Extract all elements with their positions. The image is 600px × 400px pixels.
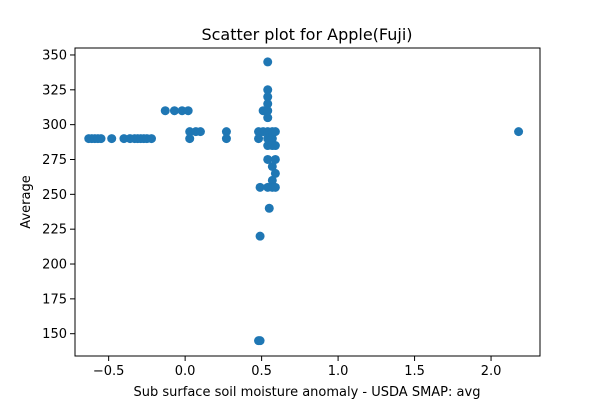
data-point bbox=[146, 134, 156, 144]
data-point bbox=[270, 182, 280, 192]
data-point bbox=[183, 106, 193, 116]
x-tick-label: 0.5 bbox=[251, 364, 272, 379]
x-tick-label: 1.0 bbox=[328, 364, 349, 379]
data-point bbox=[263, 106, 273, 116]
x-tick-label: −0.5 bbox=[93, 364, 125, 379]
data-point bbox=[160, 106, 170, 116]
plot-frame bbox=[74, 47, 541, 357]
data-point bbox=[270, 154, 280, 164]
y-tick-label: 350 bbox=[42, 48, 67, 63]
y-tick-label: 275 bbox=[42, 153, 67, 168]
x-axis-label: Sub surface soil moisture anomaly - USDA… bbox=[134, 385, 481, 400]
data-point bbox=[263, 57, 273, 67]
data-point bbox=[221, 134, 231, 144]
y-axis-label: Average bbox=[19, 175, 34, 228]
y-axis-ticks: 150 175 200 225 250 275 300 325 350 bbox=[42, 48, 75, 342]
data-point bbox=[255, 182, 265, 192]
data-point bbox=[514, 127, 524, 137]
data-point bbox=[267, 175, 277, 185]
data-point bbox=[264, 203, 274, 213]
data-point bbox=[255, 336, 265, 346]
data-points bbox=[84, 57, 524, 346]
x-axis-ticks: −0.5 0.0 0.5 1.0 1.5 2.0 bbox=[93, 356, 502, 379]
data-point bbox=[270, 168, 280, 178]
data-point bbox=[270, 141, 280, 151]
y-tick-label: 175 bbox=[42, 292, 67, 307]
y-tick-label: 250 bbox=[42, 188, 67, 203]
x-tick-label: 0.0 bbox=[175, 364, 196, 379]
data-point bbox=[263, 99, 273, 109]
data-point bbox=[267, 134, 277, 144]
y-tick-label: 300 bbox=[42, 118, 67, 133]
chart-title: Scatter plot for Apple(Fuji) bbox=[201, 25, 412, 44]
data-point bbox=[107, 134, 117, 144]
y-tick-label: 150 bbox=[42, 327, 67, 342]
data-point bbox=[267, 161, 277, 171]
y-tick-label: 200 bbox=[42, 258, 67, 273]
data-point bbox=[270, 127, 280, 137]
data-point bbox=[221, 127, 231, 137]
data-point bbox=[185, 134, 195, 144]
x-tick-label: 2.0 bbox=[481, 364, 502, 379]
y-tick-label: 325 bbox=[42, 83, 67, 98]
data-point bbox=[195, 127, 205, 137]
data-point bbox=[263, 85, 273, 95]
data-point bbox=[263, 113, 273, 123]
data-point bbox=[255, 231, 265, 241]
data-point bbox=[169, 106, 179, 116]
data-point bbox=[263, 92, 273, 102]
data-point bbox=[254, 134, 264, 144]
data-point bbox=[96, 134, 106, 144]
y-tick-label: 225 bbox=[42, 223, 67, 238]
x-tick-label: 1.5 bbox=[404, 364, 425, 379]
data-point bbox=[263, 154, 273, 164]
